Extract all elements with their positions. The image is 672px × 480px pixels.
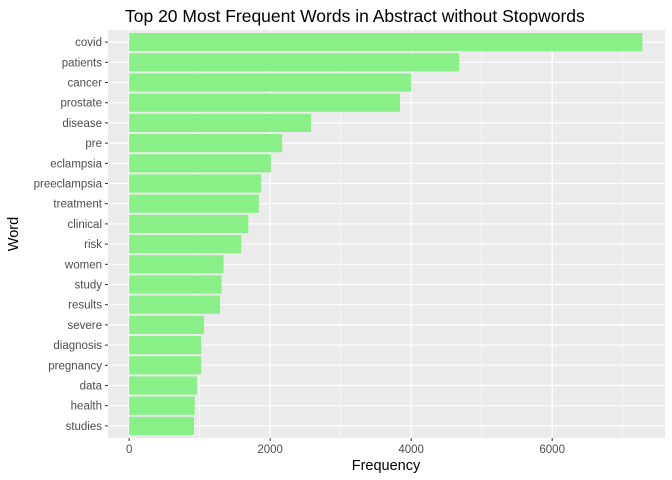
- bar-cancer: [129, 73, 412, 92]
- x-tick-label: 6000: [539, 444, 565, 456]
- bars: [129, 33, 643, 435]
- y-axis-ticks: covidpatientscancerprostatediseasepreecl…: [34, 37, 108, 433]
- y-tick-label: clinical: [67, 219, 102, 231]
- x-axis-ticks: 0 2000 4000 6000: [126, 438, 565, 456]
- y-tick-label: covid: [75, 37, 102, 49]
- y-tick-label: studies: [66, 421, 103, 433]
- y-tick-label: study: [75, 279, 103, 291]
- y-tick-label: severe: [67, 320, 102, 332]
- y-tick-label: preeclampsia: [34, 179, 103, 191]
- y-tick-label: pregnancy: [48, 360, 102, 372]
- bar-data: [129, 376, 197, 395]
- y-tick-label: risk: [84, 239, 102, 251]
- bar-severe: [129, 315, 204, 334]
- y-tick-label: results: [68, 300, 102, 312]
- y-tick-label: prostate: [60, 98, 102, 110]
- y-tick-label: cancer: [67, 78, 102, 90]
- bar-patients: [129, 53, 460, 72]
- y-tick-label: treatment: [53, 199, 102, 211]
- bar-diagnosis: [129, 336, 202, 355]
- bar-women: [129, 255, 224, 274]
- bar-pre: [129, 134, 283, 153]
- y-tick-label: data: [80, 380, 103, 392]
- bar-study: [129, 275, 222, 294]
- bar-health: [129, 396, 195, 415]
- y-tick-label: eclampsia: [50, 158, 102, 170]
- y-tick-label: women: [64, 259, 102, 271]
- bar-preeclampsia: [129, 174, 261, 193]
- chart-title: Top 20 Most Frequent Words in Abstract w…: [125, 6, 585, 26]
- bar-pregnancy: [129, 356, 202, 375]
- bar-covid: [129, 33, 643, 52]
- y-tick-label: pre: [85, 138, 102, 150]
- y-tick-label: patients: [62, 57, 103, 69]
- bar-disease: [129, 113, 312, 132]
- y-tick-label: disease: [62, 118, 102, 130]
- x-tick-label: 2000: [257, 444, 283, 456]
- bar-studies: [129, 416, 195, 435]
- bar-prostate: [129, 93, 400, 112]
- y-tick-label: diagnosis: [53, 340, 102, 352]
- bar-risk: [129, 235, 242, 254]
- bar-eclampsia: [129, 154, 271, 173]
- y-tick-label: health: [71, 401, 102, 413]
- bar-clinical: [129, 214, 249, 233]
- x-tick-label: 4000: [398, 444, 424, 456]
- bar-results: [129, 295, 221, 314]
- x-axis-title: Frequency: [352, 458, 421, 474]
- y-axis-title: Word: [6, 217, 22, 251]
- x-tick-label: 0: [126, 444, 132, 456]
- bar-treatment: [129, 194, 259, 213]
